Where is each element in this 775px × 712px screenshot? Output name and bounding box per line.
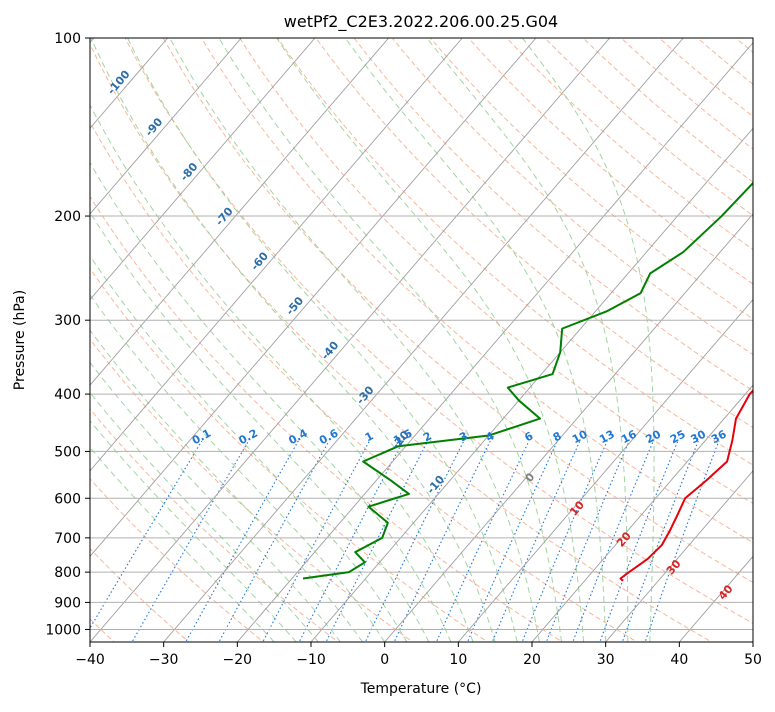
isotherm-line — [90, 38, 389, 386]
isotherm-line — [90, 38, 463, 472]
isotherm-line — [90, 38, 316, 301]
moist-adiabat — [426, 38, 629, 642]
x-tick-label: 10 — [449, 652, 467, 668]
temperature-profile — [619, 389, 753, 582]
x-tick-label: −20 — [223, 652, 253, 668]
mixing-ratio-label: 16 — [619, 427, 639, 446]
moist-adiabat — [90, 361, 341, 642]
moist-adiabat — [90, 294, 386, 642]
moist-adiabat — [90, 161, 452, 642]
y-tick-label: 400 — [54, 387, 81, 403]
x-tick-label: 0 — [380, 652, 389, 668]
dry-adiabat — [200, 38, 753, 544]
mixing-ratio-line — [545, 440, 630, 642]
x-tick-label: −30 — [149, 652, 179, 668]
mixing-ratio-label: 20 — [643, 427, 663, 446]
y-tick-label: 1000 — [45, 622, 81, 638]
y-tick-label: 600 — [54, 491, 81, 507]
mixing-ratio-label: 36 — [709, 427, 729, 446]
mixing-ratio-line — [491, 440, 581, 642]
moist-adiabat — [90, 420, 297, 642]
mixing-ratio-line — [262, 440, 370, 642]
x-tick-label: −10 — [296, 652, 326, 668]
dry-adiabat — [90, 195, 564, 642]
isotherm-line — [457, 298, 753, 642]
isotherm-line — [90, 38, 610, 642]
dry-adiabat — [277, 38, 753, 466]
dry-adiabat — [315, 38, 753, 429]
y-tick-label: 700 — [54, 531, 81, 547]
dry-adiabat — [467, 38, 753, 285]
moist-adiabat — [169, 38, 540, 642]
moist-adiabat — [276, 38, 585, 642]
mixing-ratio-label: 30 — [688, 427, 708, 446]
x-tick-label: 50 — [744, 652, 762, 668]
mixing-ratio-line — [131, 440, 250, 642]
x-axis-label: Temperature (°C) — [360, 681, 482, 697]
y-tick-label: 800 — [54, 565, 81, 581]
dewpoint-profile — [302, 181, 753, 580]
isotherm-line — [163, 38, 684, 642]
moist-adiabat — [344, 38, 607, 642]
mixing-ratio-line — [393, 440, 491, 642]
mixing-ratio-line — [298, 440, 404, 642]
x-tick-label: 20 — [523, 652, 541, 668]
y-tick-label: 300 — [54, 313, 81, 329]
moist-adiabat — [218, 38, 562, 642]
chart-title: wetPf2_C2E3.2022.206.00.25.G04 — [284, 12, 558, 32]
isotherm-line — [90, 38, 242, 215]
moist-adiabat — [90, 329, 363, 642]
isotherm-line — [236, 41, 753, 642]
y-tick-label: 500 — [54, 444, 81, 460]
isotherm-line — [605, 470, 753, 642]
mixing-ratio-line — [90, 440, 203, 630]
mixing-ratio-label: 13 — [597, 428, 617, 447]
y-tick-label: 900 — [54, 595, 81, 611]
x-tick-label: 40 — [670, 652, 688, 668]
x-tick-label: 30 — [597, 652, 615, 668]
dry-adiabat — [124, 38, 753, 624]
dry-adiabat — [162, 38, 753, 584]
plot-frame — [89, 37, 754, 643]
mixing-ratio-line — [218, 440, 330, 642]
isotherm-line — [90, 38, 537, 558]
mixing-ratio-line — [521, 440, 608, 642]
moist-adiabat — [127, 38, 518, 642]
y-axis-label: Pressure (hPa) — [12, 290, 28, 390]
moist-adiabat — [90, 211, 430, 642]
moist-adiabat — [90, 446, 275, 642]
mixing-ratio-label: 10 — [570, 427, 590, 446]
mixing-ratio-line — [572, 440, 654, 642]
moist-adiabat — [521, 38, 655, 642]
moist-adiabat — [90, 38, 496, 642]
y-tick-label: 100 — [54, 31, 81, 47]
mixing-ratio-label: 25 — [668, 428, 688, 447]
y-tick-label: 200 — [54, 209, 81, 225]
isotherm-line — [384, 213, 753, 642]
moist-adiabat — [90, 391, 319, 642]
isotherm-line — [531, 384, 753, 642]
mixing-ratio-line — [185, 440, 299, 642]
moist-adiabat — [90, 103, 474, 642]
isotherm-line — [310, 127, 753, 642]
x-tick-label: −40 — [75, 652, 105, 668]
